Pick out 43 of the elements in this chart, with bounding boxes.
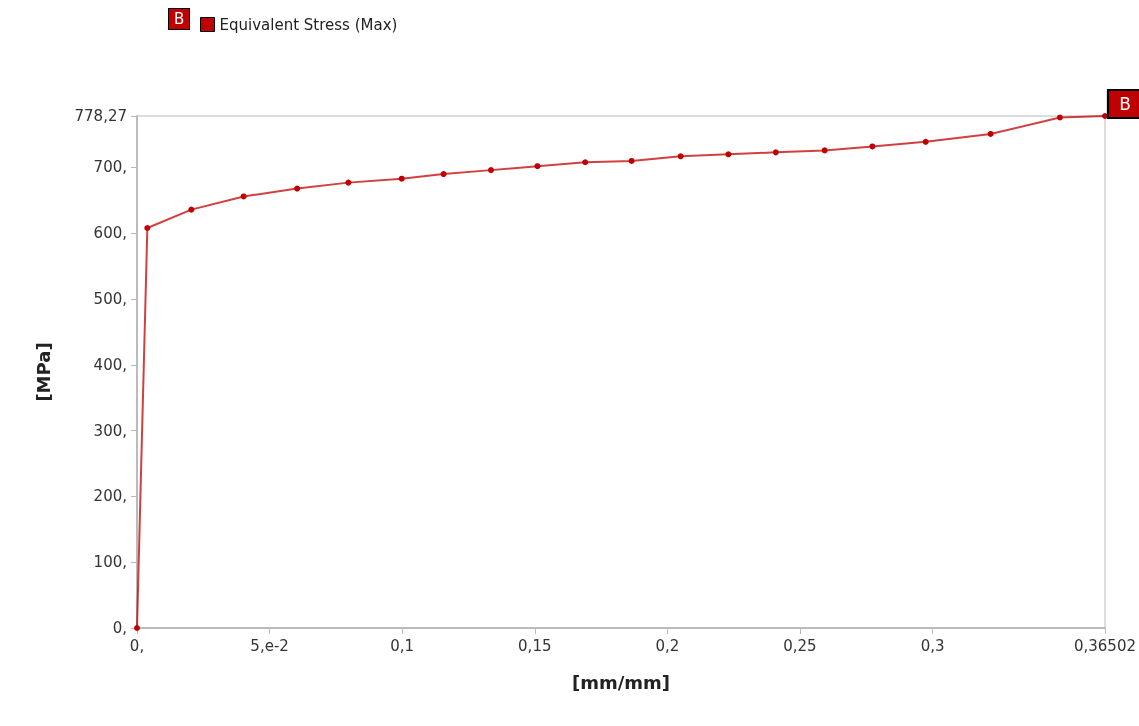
y-tick-label: 778,27 [74, 107, 127, 125]
x-tick-label: 0,15 [518, 636, 552, 655]
legend-label: Equivalent Stress (Max) [219, 15, 398, 34]
point [144, 225, 151, 232]
annotation: B [1119, 94, 1131, 114]
letter-tag: B [168, 8, 191, 30]
point [188, 206, 195, 213]
point [534, 163, 541, 170]
point [628, 157, 635, 164]
y-tick-label: 600, [93, 224, 127, 243]
point [1056, 114, 1063, 121]
y-tick-label: 300, [93, 421, 127, 440]
y-tick-label: 200, [93, 487, 127, 506]
point [1101, 113, 1108, 119]
point [440, 171, 447, 178]
y-axis-title: [MPa] [32, 342, 54, 402]
point [582, 159, 589, 166]
y-tick-label: 700, [93, 158, 127, 177]
point [240, 193, 247, 200]
point [345, 179, 352, 186]
x-tick-label: 5,e-2 [250, 636, 289, 655]
point [134, 625, 140, 631]
point [821, 147, 828, 154]
x-tick-label: 0, [129, 636, 145, 655]
point [772, 149, 779, 156]
y-tick-label: 0, [112, 619, 127, 637]
x-axis-title: [mm/mm] [571, 671, 671, 693]
point [294, 185, 301, 192]
y-tick-label: 400, [93, 355, 127, 374]
y-tick-label: 500, [93, 290, 127, 309]
point [987, 130, 994, 137]
x-tick-label: 0,1 [390, 636, 415, 655]
x-tick-label: 0,25 [783, 636, 817, 655]
x-tick-label: 0,3 [920, 636, 945, 655]
point [725, 151, 732, 158]
point [488, 167, 495, 174]
point [398, 175, 405, 182]
x-tick-label: 0,2 [655, 636, 680, 655]
y-tick-label: 100, [93, 553, 127, 572]
point [677, 153, 684, 160]
x-tick-label: 0,36502 [1073, 636, 1136, 655]
point [922, 138, 929, 145]
point [869, 143, 876, 150]
